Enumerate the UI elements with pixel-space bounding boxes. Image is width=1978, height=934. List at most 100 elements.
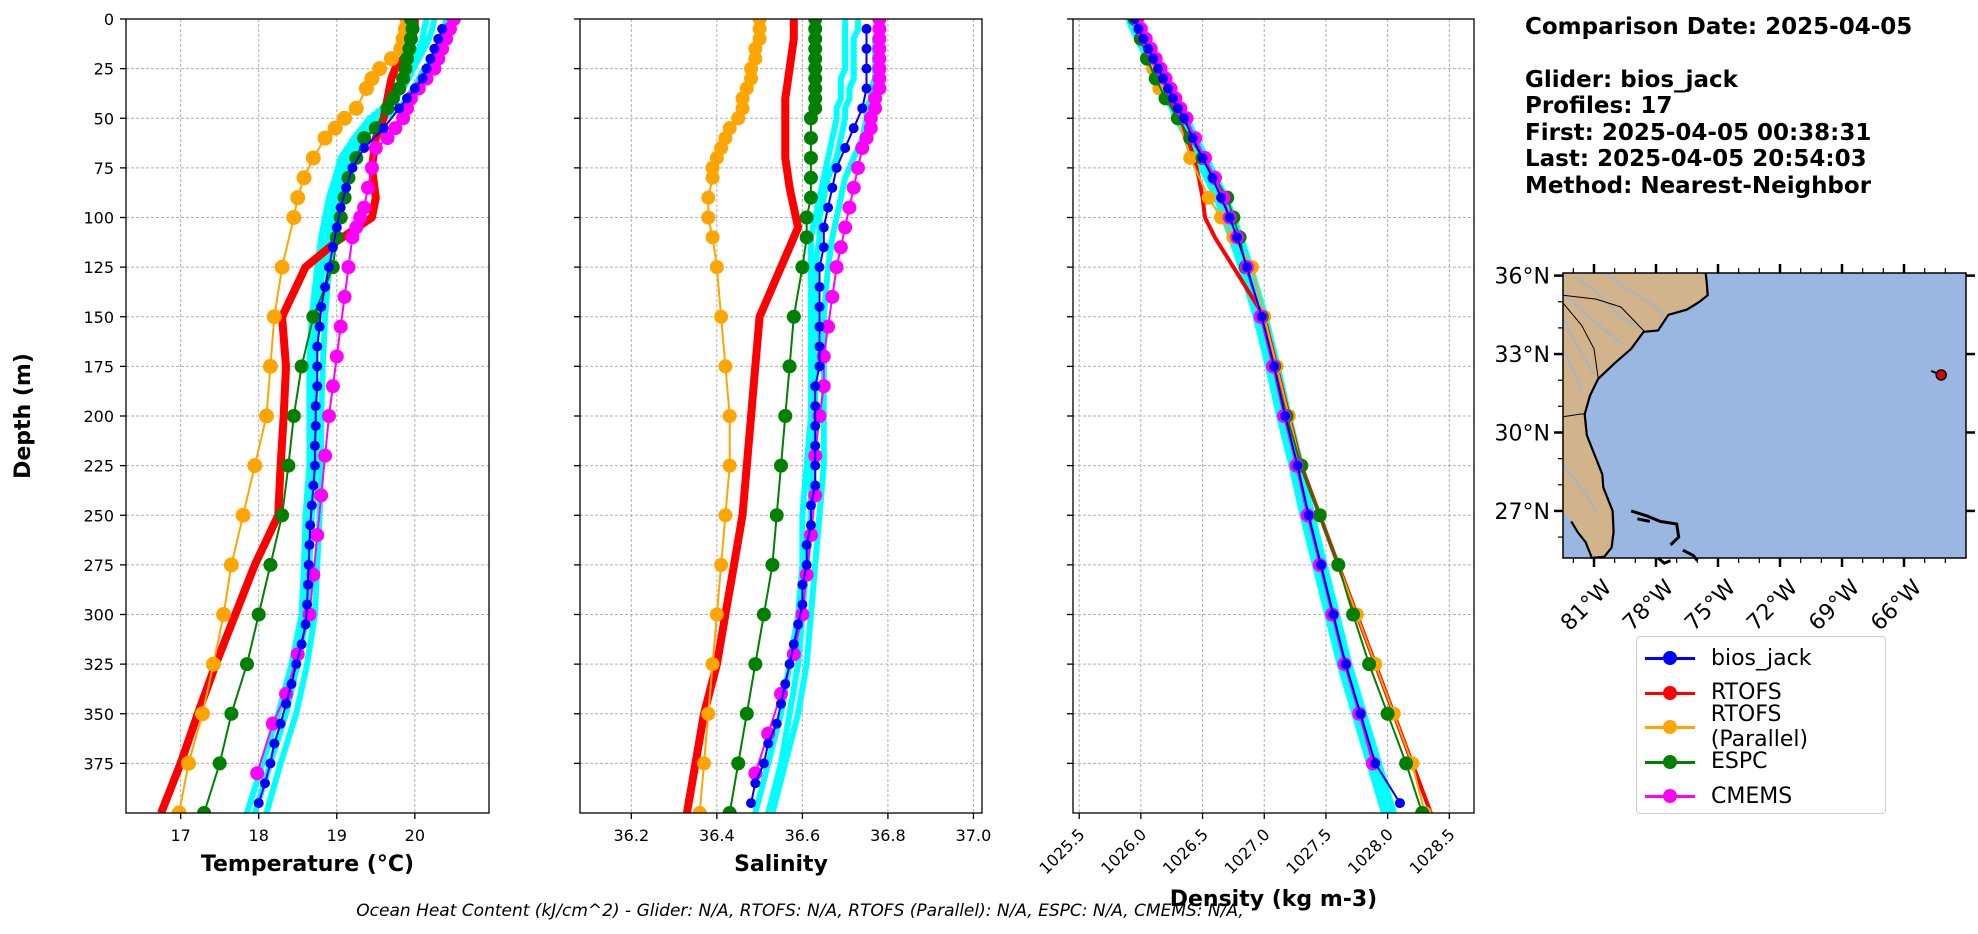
bios-jack-point: [801, 540, 812, 551]
bios-jack-point: [310, 401, 321, 412]
bios-jack-point: [814, 361, 825, 372]
bios-jack-point: [310, 420, 321, 431]
bios-jack-point: [327, 242, 338, 253]
glider-cast-point: [752, 809, 759, 813]
cmems-point: [427, 61, 442, 76]
river: [1562, 293, 1624, 345]
cmems-point: [838, 220, 853, 235]
espc-point: [281, 458, 296, 473]
bios-jack-point: [784, 659, 795, 670]
bios-jack-point: [300, 619, 311, 630]
bios-jack-point: [788, 639, 799, 650]
espc-point: [808, 21, 823, 36]
y-tick-label: 325: [83, 655, 114, 674]
cmems-point: [803, 528, 818, 543]
legend-entry: RTOFS: [1645, 676, 1885, 711]
bios-jack-point: [275, 718, 286, 729]
rtofs-parallel-point: [718, 508, 733, 523]
lon-label: 81°W: [1556, 575, 1617, 636]
bios-jack-point: [810, 440, 821, 451]
y-tick-label: 250: [83, 506, 114, 525]
x-tick-label: 36.4: [699, 826, 735, 845]
bios-jack-point: [347, 162, 358, 173]
cmems-point: [321, 409, 336, 423]
cmems-point: [872, 31, 887, 46]
x-tick-label: 1027.5: [1282, 825, 1335, 878]
cmems-point: [302, 607, 317, 622]
y-tick-label: 275: [83, 556, 114, 575]
bios-jack-point: [417, 73, 428, 84]
legend-entry: CMEMS: [1645, 779, 1885, 814]
espc-point: [782, 359, 797, 374]
espc-point: [808, 41, 823, 56]
bios-jack-point: [814, 281, 825, 292]
x-tick-label: 1026.5: [1159, 825, 1212, 878]
rtofs-parallel-point: [180, 755, 196, 771]
bios-jack-point: [308, 480, 319, 491]
bios-jack-point: [818, 222, 829, 233]
rtofs-parallel-point: [748, 41, 763, 56]
bios-jack-line: [750, 28, 868, 804]
bios-jack-point: [1269, 361, 1280, 372]
bios-jack-point: [1153, 63, 1164, 74]
espc-point: [808, 61, 823, 76]
river: [1603, 272, 1665, 316]
rtofs-parallel-point: [722, 409, 737, 423]
rtofs-parallel-point: [274, 259, 290, 275]
bios-jack-point: [312, 381, 323, 392]
cmems-point: [306, 567, 321, 582]
bios-jack-point: [840, 143, 851, 154]
espc-point: [799, 230, 814, 245]
bios-jack-point: [1158, 73, 1169, 84]
y-tick-label: 25: [94, 60, 114, 79]
espc-point: [1346, 607, 1361, 622]
rtofs-parallel-point: [697, 756, 712, 771]
state-border: [1562, 413, 1585, 418]
x-tick-label: 37.0: [956, 826, 992, 845]
rtofs-parallel-point: [718, 359, 733, 374]
espc-point: [1312, 508, 1327, 523]
y-tick-label: 375: [83, 754, 114, 773]
cmems-point: [868, 91, 883, 106]
bios-jack-point: [409, 83, 420, 94]
plot-area: [157, 19, 461, 813]
bios-jack-point: [780, 678, 791, 689]
bios-jack-point: [437, 23, 448, 34]
bios-jack-point: [861, 43, 872, 54]
bios-jack-point: [312, 361, 323, 372]
bios-jack-point: [1197, 152, 1208, 163]
legend-swatch: [1645, 683, 1695, 703]
espc-point: [786, 309, 801, 324]
legend-label: RTOFS (Parallel): [1710, 702, 1809, 753]
glider-cast-point: [1380, 809, 1388, 813]
x-tick-label: 1027.0: [1221, 825, 1274, 878]
bios-jack-point: [378, 123, 389, 134]
rtofs-parallel-point: [722, 458, 737, 473]
rtofs-parallel-line: [178, 19, 408, 813]
glider-position-marker: [1935, 369, 1947, 381]
rtofs-parallel-point: [705, 657, 720, 672]
y-tick-label: 75: [94, 159, 114, 178]
bios-jack-point: [303, 559, 314, 570]
lon-label: 66°W: [1866, 575, 1927, 636]
bios-jack-point: [302, 579, 313, 590]
glider-cast-point: [1390, 809, 1397, 813]
glider-cast-point: [243, 809, 251, 813]
rtofs-parallel-point: [296, 170, 312, 186]
bios-jack-point: [302, 599, 313, 610]
bios-jack-point: [305, 520, 316, 531]
rtofs-parallel-point: [247, 458, 263, 474]
bios-jack-point: [814, 341, 825, 352]
bios-jack-point: [810, 420, 821, 431]
y-tick-label: 350: [83, 705, 114, 724]
cmems-point: [361, 180, 375, 195]
cmems-point: [821, 319, 836, 334]
y-tick-label: 300: [83, 606, 114, 625]
rtofs-parallel-point: [701, 190, 716, 205]
cmems-point: [318, 448, 333, 463]
salinity-panel: 36.2 36.4 36.6 36.8 37.0 Salinity: [574, 18, 992, 877]
bios-jack-point: [861, 83, 872, 94]
glider-name: Glider: bios_jack: [1525, 66, 1738, 93]
island: [1630, 509, 1681, 546]
